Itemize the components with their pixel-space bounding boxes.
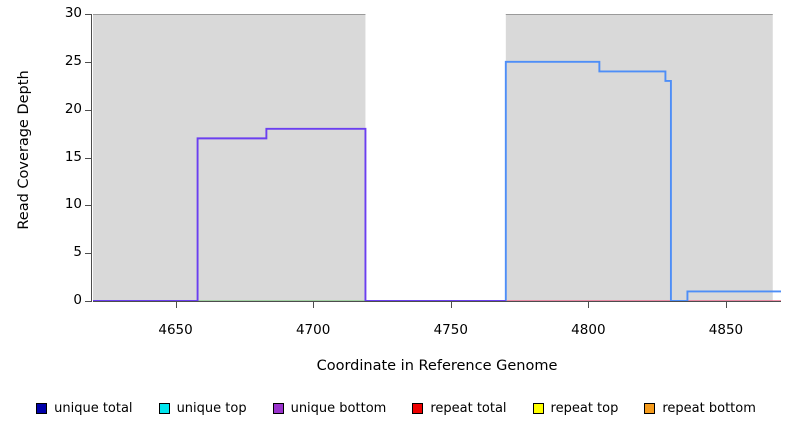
legend-item[interactable]: unique bottom <box>272 400 387 416</box>
legend-label: repeat top <box>550 400 619 416</box>
legend-item[interactable]: repeat top <box>532 400 619 416</box>
legend-swatch-icon <box>272 402 284 414</box>
y-tick-label: 20 <box>64 100 82 117</box>
series-line-unique-total <box>504 60 781 301</box>
y-tick-mark <box>85 253 92 255</box>
legend-swatch-icon <box>36 402 48 414</box>
x-tick-label: 4850 <box>708 322 744 338</box>
x-axis-title: Coordinate in Reference Genome <box>316 358 558 374</box>
legend-item[interactable]: unique total <box>36 400 133 416</box>
y-tick-label: 10 <box>64 196 82 213</box>
legend-item[interactable]: unique top <box>158 400 247 416</box>
legend-item[interactable]: repeat bottom <box>644 402 756 415</box>
x-tick-mark <box>175 301 177 308</box>
chart-legend: unique total unique top unique bottom repea… <box>0 396 792 420</box>
x-tick-label: 4750 <box>433 322 468 338</box>
legend-label: unique bottom <box>290 400 387 416</box>
legend-swatch-icon <box>412 402 424 414</box>
shaded-region-left <box>93 14 366 301</box>
y-axis-title: Read Coverage Depth <box>16 70 32 230</box>
x-tick-label: 4650 <box>158 322 193 338</box>
y-tick-label: 30 <box>64 5 82 21</box>
y-tick-mark <box>85 109 92 111</box>
legend-label: repeat total <box>430 400 507 416</box>
legend-label: repeat bottom <box>662 400 756 416</box>
y-tick-mark <box>85 61 92 63</box>
y-axis-line <box>91 14 93 301</box>
y-axis-tick-labels: 0 5 10 15 20 25 30 <box>52 0 82 432</box>
y-tick-mark <box>85 301 92 302</box>
y-tick-mark <box>85 205 92 207</box>
legend-swatch-icon <box>644 402 656 414</box>
y-tick-label: 15 <box>64 148 82 165</box>
legend-swatch-icon <box>158 402 170 414</box>
x-tick-mark <box>588 301 590 308</box>
x-tick-mark <box>725 301 727 308</box>
y-tick-label: 5 <box>73 244 82 261</box>
y-tick-mark <box>85 14 92 15</box>
x-tick-label: 4700 <box>295 322 331 338</box>
x-axis-line <box>93 301 781 303</box>
x-tick-label: 4800 <box>571 322 606 338</box>
x-tick-mark <box>313 301 315 308</box>
plot-svg <box>93 14 781 301</box>
y-tick-label: 25 <box>64 52 82 69</box>
plot-area <box>93 14 781 301</box>
legend-swatch-icon <box>532 402 544 414</box>
x-tick-mark <box>450 301 452 308</box>
series-line-unique-bottom <box>93 127 506 301</box>
y-tick-mark <box>85 157 92 159</box>
y-tick-label: 0 <box>73 292 82 308</box>
legend-label: unique top <box>176 400 247 416</box>
legend-item[interactable]: repeat total <box>412 400 507 416</box>
legend-label: unique total <box>54 400 133 416</box>
shaded-region-right <box>505 14 773 301</box>
